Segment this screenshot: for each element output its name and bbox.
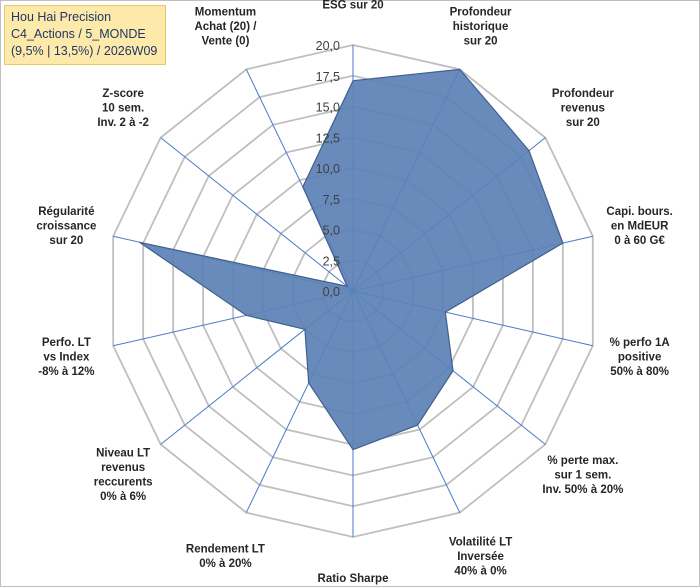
axis-label-7: Ratio Sharpe0 à 1 xyxy=(318,573,389,587)
tick-label: 0,0 xyxy=(323,285,340,299)
axis-label-12: Z-score 10 sem. Inv. 2 à -2 xyxy=(97,88,149,129)
tick-label: 20,0 xyxy=(316,39,340,53)
info-box: Hou Hai Precision C4_Actions / 5_MONDE (… xyxy=(4,5,166,65)
axis-label-5: % perte max. sur 1 sem. Inv. 50% à 20% xyxy=(542,455,623,496)
range-and-week: (9,5% | 13,5%) / 2026W09 xyxy=(11,44,158,58)
tick-label: 5,0 xyxy=(323,224,340,238)
radial-tick-labels: 0,0 2,5 5,0 7,5 10,0 12,5 15,0 17,5 20,0 xyxy=(316,39,340,299)
tick-label: 12,5 xyxy=(316,131,340,145)
tick-label: 7,5 xyxy=(323,193,340,207)
axis-label-3: Capi. bours. en MdEUR 0 à 60 G€ xyxy=(606,206,672,247)
axis-label-4: % perfo 1A positive 50% à 80% xyxy=(610,337,670,378)
axis-label-8: Rendement LT 0% à 20% xyxy=(186,544,265,571)
tick-label: 10,0 xyxy=(316,162,340,176)
axis-label-10: Perfo. LT vs Index -8% à 12% xyxy=(38,337,94,378)
axis-label-2: Profondeur revenus sur 20 xyxy=(552,88,614,129)
axis-label-6: Volatilité LT Inversée 40% à 0% xyxy=(449,536,512,577)
tick-label: 15,0 xyxy=(316,101,340,115)
spoke-12 xyxy=(160,137,354,292)
axis-label-13: Momentum Achat (20) / Vente (0) xyxy=(194,7,257,48)
axis-label-1: Profondeur historique sur 20 xyxy=(450,7,512,48)
company-name: Hou Hai Precision xyxy=(11,10,112,24)
tick-label: 2,5 xyxy=(323,254,340,268)
axis-label-9: Niveau LT revenus reccurents 0% à 6% xyxy=(94,448,153,504)
portfolio-path: C4_Actions / 5_MONDE xyxy=(11,27,146,41)
radar-series xyxy=(139,68,564,451)
series-area xyxy=(139,68,564,451)
axis-label-11: Régularité croissance sur 20 xyxy=(36,206,96,247)
tick-label: 17,5 xyxy=(316,70,340,84)
axis-label-0: NoteESG sur 20 xyxy=(322,0,383,11)
